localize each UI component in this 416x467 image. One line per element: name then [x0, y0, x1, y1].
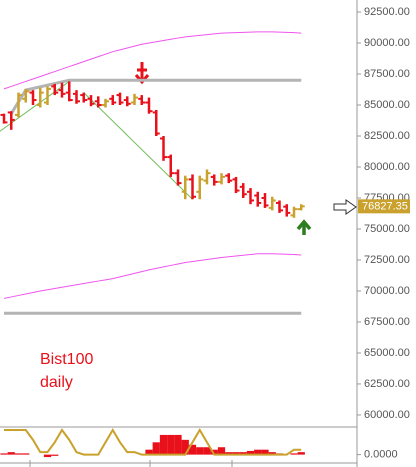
y-tick-label: 72500.00	[364, 254, 410, 266]
sell-arrow	[134, 62, 150, 85]
ohlc-bar	[80, 92, 88, 103]
y-tick-label: 90000.00	[364, 37, 410, 49]
histogram-bar	[181, 439, 189, 455]
ohlc-bar	[15, 92, 22, 118]
level-line	[83, 92, 193, 200]
ohlc-bar	[189, 174, 196, 200]
band-line	[3, 253, 302, 299]
buy-arrow	[296, 219, 312, 235]
histogram-bar	[210, 449, 218, 455]
ohlc-bar	[174, 169, 182, 186]
ohlc-bar	[44, 86, 51, 106]
y-tick-label: 87500.00	[364, 68, 410, 80]
histogram-bar	[0, 453, 8, 455]
histogram-bar	[7, 452, 15, 455]
ohlc-bar	[297, 204, 305, 211]
y-tick-label: 65000.00	[364, 347, 410, 359]
histogram-bar	[268, 452, 276, 455]
y-tick-label: 0.0000	[364, 449, 398, 461]
ohlc-bar	[290, 206, 298, 218]
histogram-bar	[188, 444, 197, 455]
indicator-line	[4, 428, 302, 456]
histogram-bar	[261, 449, 269, 455]
price-pointer	[333, 199, 357, 215]
ohlc-bar	[116, 92, 124, 106]
last-price-box	[358, 199, 410, 214]
ohlc-bar	[7, 111, 15, 130]
y-tick-label: 92500.00	[364, 6, 410, 18]
y-tick-label: 85000.00	[364, 99, 410, 111]
histogram-bar	[217, 447, 226, 455]
histogram-bar	[159, 434, 168, 455]
band-line	[3, 31, 302, 90]
ohlc-bar	[131, 93, 138, 106]
ohlc-bar	[203, 169, 211, 185]
ohlc-bar	[102, 98, 109, 108]
histogram-bar	[203, 447, 211, 455]
ohlc-bar	[58, 82, 66, 98]
ohlc-bar	[239, 183, 247, 198]
histogram-bar	[254, 449, 262, 455]
ohlc-bar	[225, 173, 233, 184]
last-price-label: 76827.35	[362, 201, 408, 213]
ohlc-bar	[254, 191, 262, 207]
histogram-bar	[232, 452, 240, 455]
ohlc-bar	[232, 176, 240, 194]
histogram-bar	[174, 434, 182, 455]
ohlc-bar	[109, 95, 117, 106]
ohlc-bar	[73, 90, 80, 104]
ohlc-bar	[268, 196, 276, 211]
histogram-bar	[43, 454, 52, 458]
histogram-bar	[14, 453, 23, 455]
ohlc-bar	[261, 193, 269, 208]
histogram-bar	[225, 452, 233, 455]
y-tick-label: 75000.00	[364, 223, 410, 235]
y-tick-label: 60000.00	[364, 409, 410, 421]
histogram-bar	[22, 453, 30, 455]
ohlc-bar	[87, 95, 95, 107]
ohlc-bar	[145, 97, 153, 114]
histogram-bar	[196, 447, 204, 455]
ohlc-bar	[247, 188, 254, 205]
histogram-bar	[297, 452, 305, 455]
y-tick-label: 82500.00	[364, 130, 410, 142]
ohlc-bar	[36, 87, 44, 108]
ohlc-bar	[65, 81, 73, 102]
level-line	[0, 81, 70, 132]
histogram-bar	[167, 434, 175, 455]
ohlc-bar	[276, 200, 283, 213]
histogram-bar	[290, 453, 298, 455]
ohlc-bar	[94, 96, 102, 108]
histogram-bar	[152, 442, 160, 455]
ohlc-bar	[181, 175, 189, 200]
y-tick-label: 80000.00	[364, 161, 410, 173]
histogram-bar	[239, 452, 247, 455]
y-tick-label: 67500.00	[364, 316, 410, 328]
histogram-bar	[51, 454, 59, 456]
y-tick-label: 62500.00	[364, 378, 410, 390]
ohlc-bar	[29, 90, 37, 106]
ohlc-bar	[218, 173, 225, 185]
annotation: Bist100	[40, 351, 93, 368]
ohlc-bar	[152, 109, 160, 137]
ohlc-bar	[0, 113, 8, 124]
y-tick-label: 70000.00	[364, 285, 410, 297]
ohlc-bar	[167, 154, 175, 177]
annotation: daily	[40, 374, 73, 391]
ohlc-bar	[160, 136, 167, 161]
ohlc-bar	[51, 83, 59, 96]
ohlc-bar	[210, 174, 218, 186]
histogram-bar	[145, 449, 153, 455]
ohlc-bar	[283, 204, 291, 217]
ohlc-bar	[123, 96, 131, 107]
histogram-bar	[246, 450, 255, 455]
ohlc-bar	[138, 95, 146, 106]
ohlc-bar	[196, 175, 204, 200]
ohlc-bar	[22, 88, 30, 103]
